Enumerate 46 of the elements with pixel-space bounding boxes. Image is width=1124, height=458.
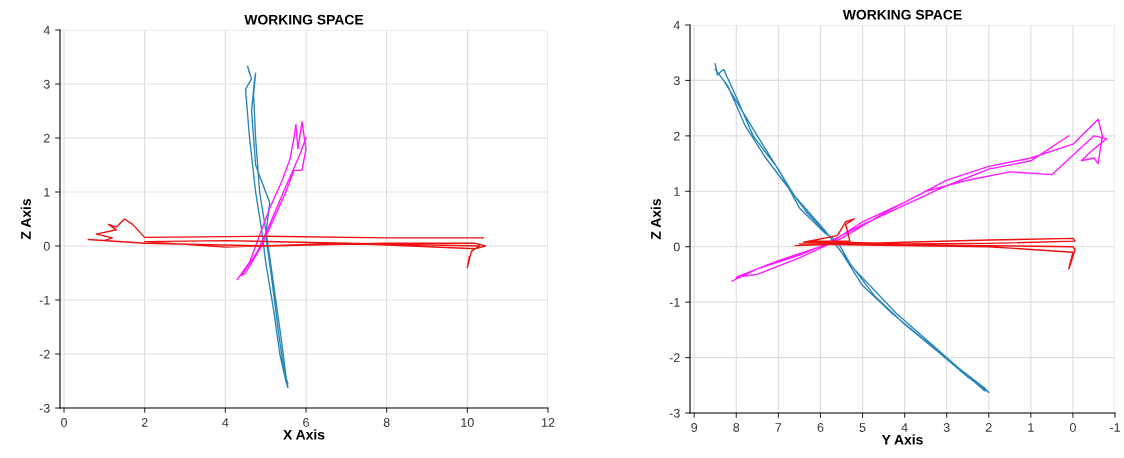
x-tick-label: 6 <box>817 423 824 432</box>
x-tick-label: 2 <box>141 418 148 427</box>
x-tick-label: 10 <box>461 418 474 427</box>
x-tick-label: 0 <box>61 418 68 427</box>
y-tick-label: -2 <box>39 349 50 359</box>
line-series <box>731 118 1108 282</box>
y-axis-title: Z Axis <box>650 198 661 240</box>
y-tick-label: 3 <box>43 79 50 89</box>
y-tick-label: 0 <box>673 242 680 252</box>
x-tick-label: 0 <box>1069 423 1076 432</box>
chart-title: WORKING SPACE <box>842 9 962 20</box>
x-axis-title: Y Axis <box>881 434 923 445</box>
x-tick-label: 4 <box>901 423 908 432</box>
line-series <box>236 121 307 281</box>
y-tick-label: 4 <box>43 25 50 35</box>
y-tick-label: 2 <box>43 133 50 143</box>
line-series <box>87 218 487 269</box>
chart-title: WORKING SPACE <box>244 14 364 25</box>
x-tick-label: 9 <box>691 423 698 432</box>
y-tick-label: -2 <box>669 353 680 363</box>
y-tick-label: 1 <box>44 187 50 197</box>
x-tick-label: 12 <box>542 418 555 427</box>
x-axis-title: X Axis <box>283 429 325 440</box>
y-tick-label: 1 <box>674 187 680 196</box>
y-tick-label: 0 <box>43 241 50 251</box>
y-tick-label: 2 <box>673 131 680 141</box>
y-axis-title: Z Axis <box>20 198 31 240</box>
y-tick-label: 4 <box>673 20 680 30</box>
x-tick-label: 4 <box>222 418 229 427</box>
x-tick-label: 8 <box>383 418 390 427</box>
y-tick-label: -3 <box>669 408 680 418</box>
y-tick-label: -3 <box>39 403 50 413</box>
x-tick-label: 7 <box>775 423 782 432</box>
x-tick-label: 2 <box>985 423 992 432</box>
x-tick-label: 6 <box>303 418 309 427</box>
x-tick-label: 1 <box>1028 423 1034 432</box>
x-tick-label: 8 <box>733 423 740 432</box>
line-series <box>714 63 990 394</box>
line-series <box>794 218 1076 270</box>
x-tick-label: 3 <box>943 423 950 432</box>
x-tick-label: 5 <box>859 423 866 432</box>
x-tick-label: -1 <box>1110 423 1120 432</box>
y-tick-label: -1 <box>39 295 50 305</box>
y-tick-label: -1 <box>669 298 680 307</box>
line-series <box>244 65 289 389</box>
y-tick-label: 3 <box>673 76 680 86</box>
